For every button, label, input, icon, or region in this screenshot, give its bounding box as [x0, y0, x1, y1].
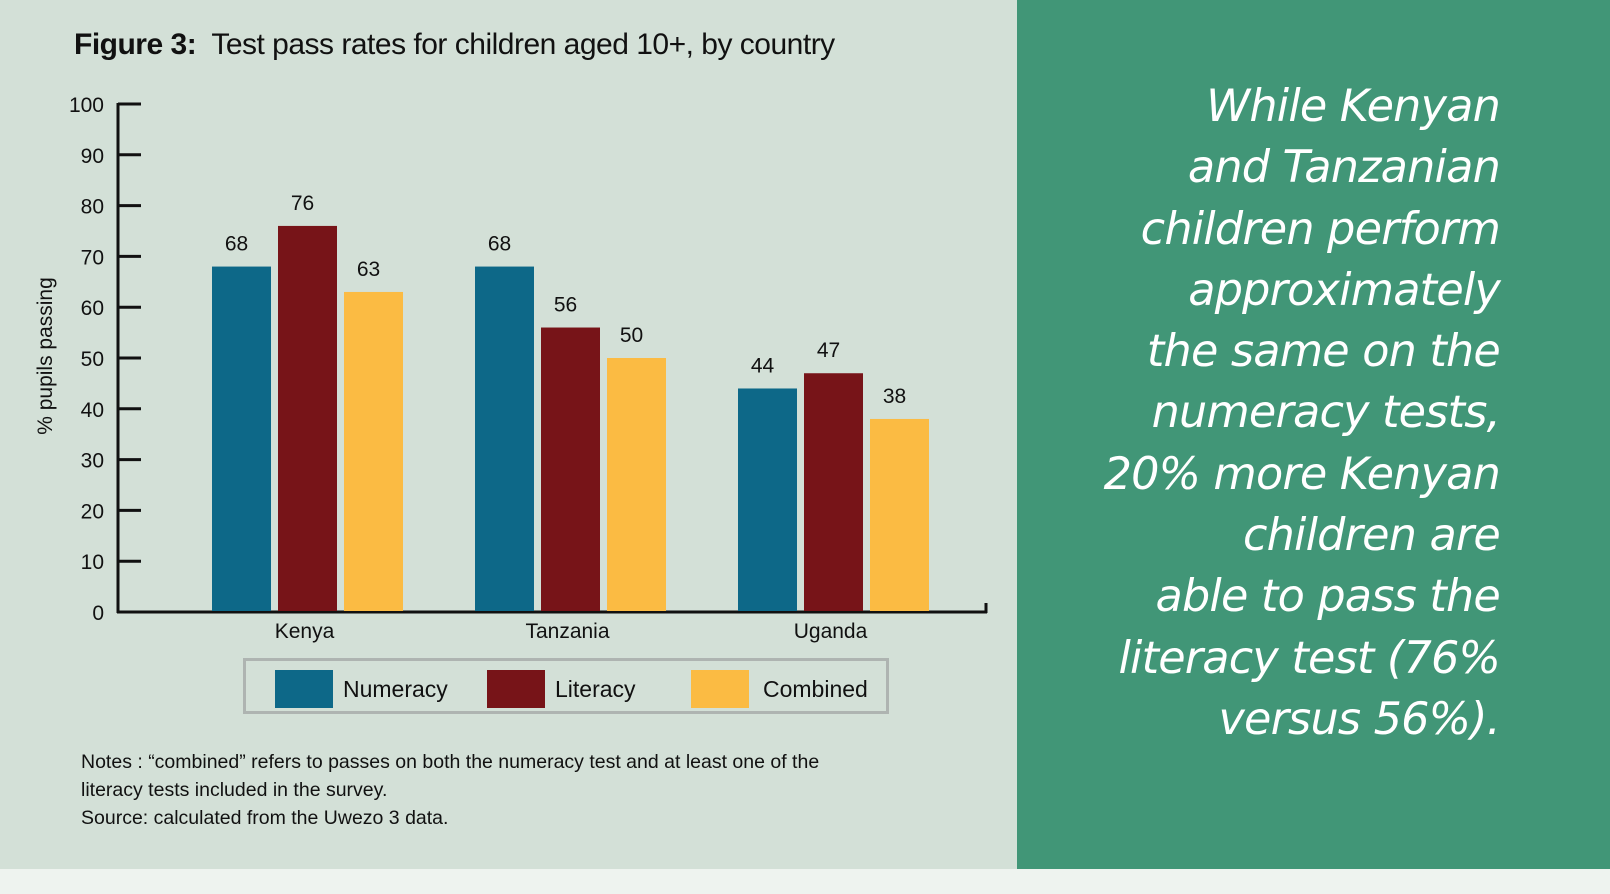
bar-literacy-tanzania	[541, 327, 600, 611]
notes-source: Source: calculated from the Uwezo 3 data…	[81, 807, 449, 829]
legend-label-numeracy: Numeracy	[343, 675, 448, 702]
bar-combined-kenya	[344, 291, 403, 611]
legend-label-combined: Combined	[763, 675, 868, 702]
legend-swatch-literacy	[487, 670, 545, 708]
callout-line: approximately	[1188, 264, 1501, 316]
data-label: 76	[291, 192, 314, 215]
y-tick-label: 30	[81, 450, 104, 473]
y-tick-label: 80	[81, 196, 104, 219]
callout-panel	[1017, 0, 1610, 869]
legend-label-literacy: Literacy	[555, 675, 636, 702]
chart-labels: 68 76 63 Kenya 68 56 50 Tanzania 44 47 38 Uganda	[225, 192, 906, 643]
x-category-label: Uganda	[794, 620, 868, 643]
figure-title-prefix: Figure 3:	[74, 28, 197, 61]
data-label: 68	[225, 233, 248, 256]
data-label: 38	[883, 385, 906, 408]
chart-legend: Numeracy Literacy Combined	[243, 658, 889, 714]
legend-item-numeracy: Numeracy	[275, 670, 448, 708]
callout-line: versus 56%).	[1218, 693, 1500, 745]
y-tick-label: 0	[92, 602, 104, 625]
callout-line: 20% more Kenyan	[1103, 448, 1501, 500]
callout-line: children perform	[1140, 203, 1501, 255]
data-label: 50	[620, 324, 643, 347]
callout-line: While Kenyan	[1206, 81, 1501, 132]
callout-line: numeracy tests,	[1151, 387, 1501, 439]
x-category-label: Tanzania	[525, 620, 609, 643]
bar-literacy-kenya	[278, 225, 337, 612]
legend-swatch-combined	[691, 670, 749, 708]
chart-bars	[212, 225, 929, 612]
data-label: 68	[488, 233, 511, 256]
y-tick-label: 70	[81, 246, 104, 269]
y-tick-label: 90	[81, 145, 104, 168]
data-label: 56	[554, 294, 577, 317]
bar-literacy-uganda	[804, 373, 863, 611]
legend-item-combined: Combined	[691, 670, 868, 708]
y-tick-label: 10	[81, 551, 104, 574]
figure-title: Figure 3: Test pass rates for children a…	[74, 28, 835, 62]
legend-item-literacy: Literacy	[487, 670, 636, 708]
legend-swatch-numeracy	[275, 670, 333, 708]
bar-numeracy-uganda	[738, 388, 797, 611]
callout-line: and Tanzanian	[1187, 142, 1501, 194]
callout-line: literacy test (76%	[1118, 632, 1500, 684]
figure-title-text: Test pass rates for children aged 10+, b…	[211, 28, 835, 61]
data-label: 63	[357, 258, 380, 281]
callout-line: the same on the	[1146, 326, 1501, 378]
notes-line-1: Notes : “combined” refers to passes on b…	[81, 751, 820, 773]
y-tick-label: 40	[81, 399, 104, 422]
callout-line: able to pass the	[1155, 571, 1501, 623]
bar-combined-tanzania	[607, 358, 666, 611]
bar-numeracy-kenya	[212, 266, 271, 611]
bar-combined-uganda	[870, 418, 929, 611]
y-tick-label: 100	[69, 94, 104, 117]
callout-line: children are	[1242, 510, 1501, 562]
bar-numeracy-tanzania	[475, 266, 534, 611]
callout-text: While Kenyan and Tanzanian children perfor…	[1040, 76, 1501, 750]
data-label: 47	[817, 339, 840, 362]
y-axis-label: % pupils passing	[34, 277, 57, 435]
data-label: 44	[751, 354, 775, 377]
y-tick-label: 60	[81, 297, 104, 320]
chart-axes: 0 10 20 30 40 50 60 70 80 90 100	[69, 94, 988, 625]
x-category-label: Kenya	[275, 620, 335, 643]
y-tick-label: 50	[81, 348, 104, 371]
y-tick-label: 20	[81, 500, 104, 523]
chart-notes: Notes : “combined” refers to passes on b…	[81, 748, 961, 832]
notes-line-2: literacy tests included in the survey.	[81, 779, 388, 801]
bar-chart: 0 10 20 30 40 50 60 70 80 90 100 68 76 63 Kenya 68 56 50…	[34, 94, 988, 643]
